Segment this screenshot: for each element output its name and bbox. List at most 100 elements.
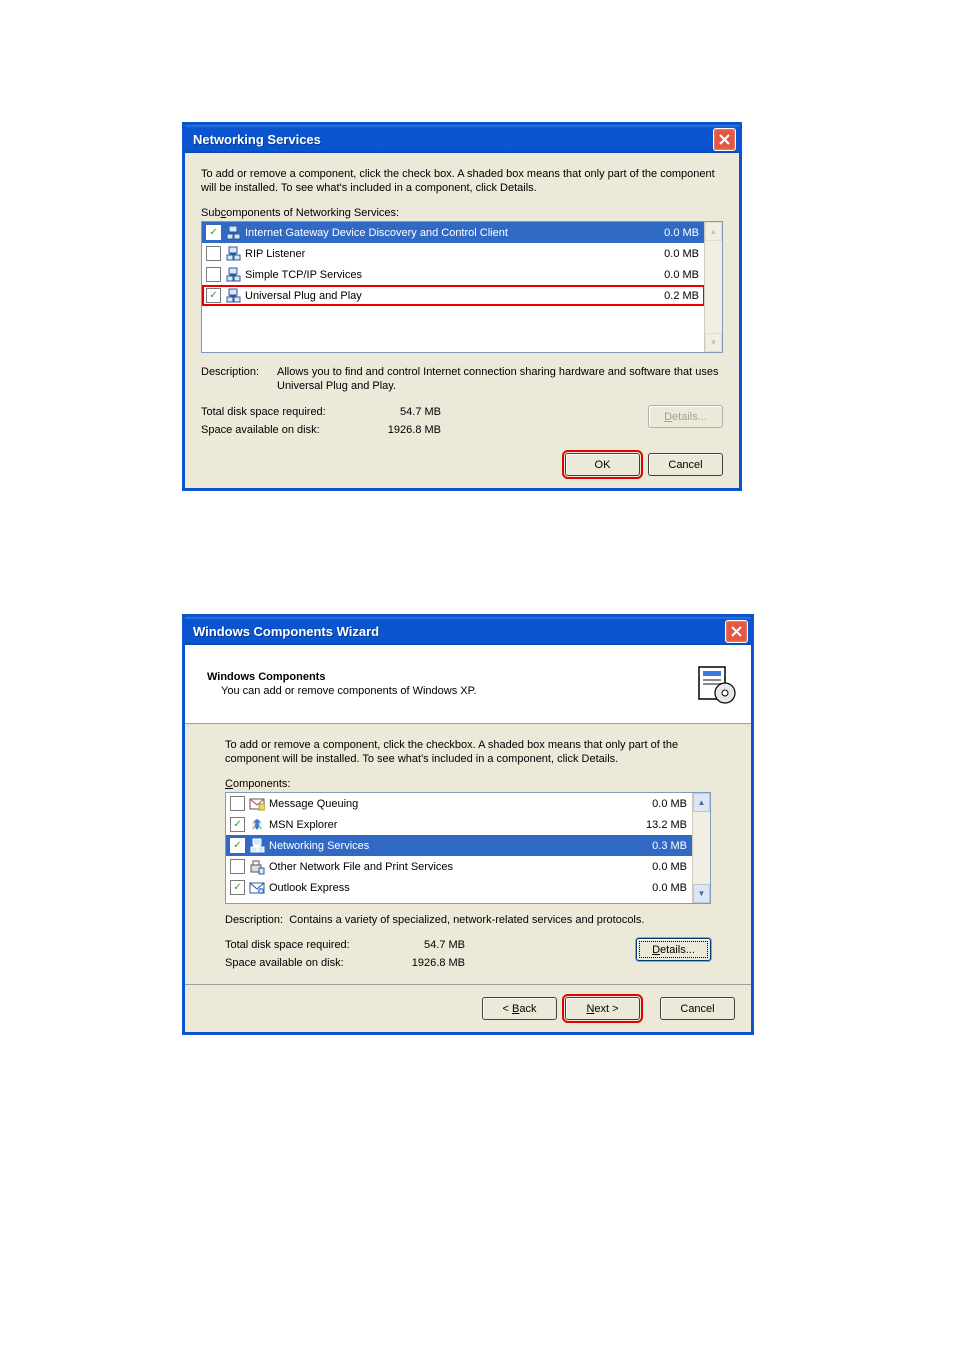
item-label: Message Queuing [269,798,627,810]
component-icon [249,859,265,875]
scroll-track[interactable] [705,241,722,333]
details-button[interactable]: Details... [648,405,723,428]
instruction-text: To add or remove a component, click the … [225,738,711,766]
item-label: Other Network File and Print Services [269,861,627,873]
checkbox[interactable]: ✓ [230,817,245,832]
titlebar: Networking Services [185,125,739,153]
component-icon [249,796,265,812]
item-label: Simple TCP/IP Services [245,269,639,281]
description-block: Description: Allows you to find and cont… [201,365,723,393]
description-text: Allows you to find and control Internet … [277,365,723,393]
disk-available-value: 1926.8 MB [361,424,441,436]
scrollbar[interactable]: ▲ ▼ [704,222,722,352]
disk-required-value: 54.7 MB [361,406,441,418]
instruction-text: To add or remove a component, click the … [201,167,723,195]
scroll-down-button[interactable]: ▼ [705,333,722,352]
item-label: Universal Plug and Play [245,290,639,302]
disk-available-label: Space available on disk: [225,957,385,969]
item-size: 0.0 MB [627,798,687,810]
titlebar: Windows Components Wizard [185,617,751,645]
scroll-down-button[interactable]: ▼ [693,884,710,903]
list-item[interactable]: Simple TCP/IP Services0.0 MB [202,264,705,285]
wizard-header: Windows Components You can add or remove… [185,645,751,724]
description-label: Description: [201,365,277,393]
header-icon [695,663,737,705]
item-size: 0.0 MB [627,882,687,894]
subcomponents-listbox[interactable]: ✓ Internet Gateway Device Discovery and C… [201,221,723,353]
item-size: 0.0 MB [639,269,699,281]
item-size: 0.3 MB [627,840,687,852]
network-icon [225,267,241,283]
wizard-body: To add or remove a component, click the … [185,724,751,984]
back-button[interactable]: < Back [482,997,557,1020]
next-button[interactable]: Next > [565,997,640,1020]
checkbox[interactable]: ✓ [230,880,245,895]
item-label: Internet Gateway Device Discovery and Co… [245,227,639,239]
networking-services-dialog: Networking Services To add or remove a c… [182,122,742,491]
checkbox[interactable]: ✓ [230,838,245,853]
close-icon [719,134,730,145]
item-label: MSN Explorer [269,819,627,831]
details-button[interactable]: Details... [636,938,711,961]
checkbox[interactable]: ✓ [206,288,221,303]
description-text: Contains a variety of specialized, netwo… [289,914,644,926]
network-icon [225,225,241,241]
component-icon [249,838,265,854]
list-item[interactable]: ✓ Outlook Express0.0 MB [226,877,693,898]
scroll-up-button[interactable]: ▲ [693,793,710,812]
scroll-up-button[interactable]: ▲ [705,222,722,241]
network-icon [225,246,241,262]
button-row: OK Cancel [201,453,723,476]
disk-required-value: 54.7 MB [385,939,465,951]
disk-space-block: Total disk space required: 54.7 MB Space… [225,936,711,976]
windows-components-wizard-dialog: Windows Components Wizard Windows Compon… [182,614,754,1035]
item-size: 0.0 MB [639,227,699,239]
component-icon [249,817,265,833]
wizard-footer: < Back Next > Cancel [185,984,751,1032]
item-label: Networking Services [269,840,627,852]
item-size: 13.2 MB [627,819,687,831]
checkbox[interactable]: ✓ [206,225,221,240]
box-cd-icon [695,663,737,705]
disk-required-label: Total disk space required: [225,939,385,951]
cancel-button[interactable]: Cancel [660,997,735,1020]
list-label: Subcomponents of Networking Services: [201,207,723,219]
item-label: RIP Listener [245,248,639,260]
list-item[interactable]: ✓ Networking Services0.3 MB [226,835,693,856]
disk-required-label: Total disk space required: [201,406,361,418]
dialog-body: To add or remove a component, click the … [185,153,739,488]
item-size: 0.0 MB [627,861,687,873]
scroll-track[interactable] [693,812,710,884]
disk-space-block: Total disk space required: 54.7 MB Space… [201,403,723,443]
close-icon [731,626,742,637]
dialog-title: Networking Services [193,132,713,147]
disk-available-value: 1926.8 MB [385,957,465,969]
description-line: Description: Contains a variety of speci… [225,914,711,926]
checkbox[interactable] [230,859,245,874]
cancel-button[interactable]: Cancel [648,453,723,476]
item-size: 0.0 MB [639,248,699,260]
list-item[interactable]: Other Network File and Print Services0.0… [226,856,693,877]
description-label: Description: [225,914,283,926]
list-item[interactable]: ✓ Universal Plug and Play0.2 MB [202,285,705,306]
item-label: Outlook Express [269,882,627,894]
disk-available-label: Space available on disk: [201,424,361,436]
checkbox[interactable] [206,246,221,261]
dialog-title: Windows Components Wizard [193,624,725,639]
ok-button[interactable]: OK [565,453,640,476]
components-listbox[interactable]: Message Queuing0.0 MB✓MSN Explorer13.2 M… [225,792,711,904]
component-icon [249,880,265,896]
header-subtitle: You can add or remove components of Wind… [221,685,695,697]
list-item[interactable]: RIP Listener0.0 MB [202,243,705,264]
list-item[interactable]: ✓ MSN Explorer13.2 MB [226,814,693,835]
list-item[interactable]: Message Queuing0.0 MB [226,793,693,814]
item-size: 0.2 MB [639,290,699,302]
close-button[interactable] [725,620,748,643]
network-icon [225,288,241,304]
header-title: Windows Components [207,671,695,683]
scrollbar[interactable]: ▲ ▼ [692,793,710,903]
list-item[interactable]: ✓ Internet Gateway Device Discovery and C… [202,222,705,243]
checkbox[interactable] [230,796,245,811]
close-button[interactable] [713,128,736,151]
checkbox[interactable] [206,267,221,282]
